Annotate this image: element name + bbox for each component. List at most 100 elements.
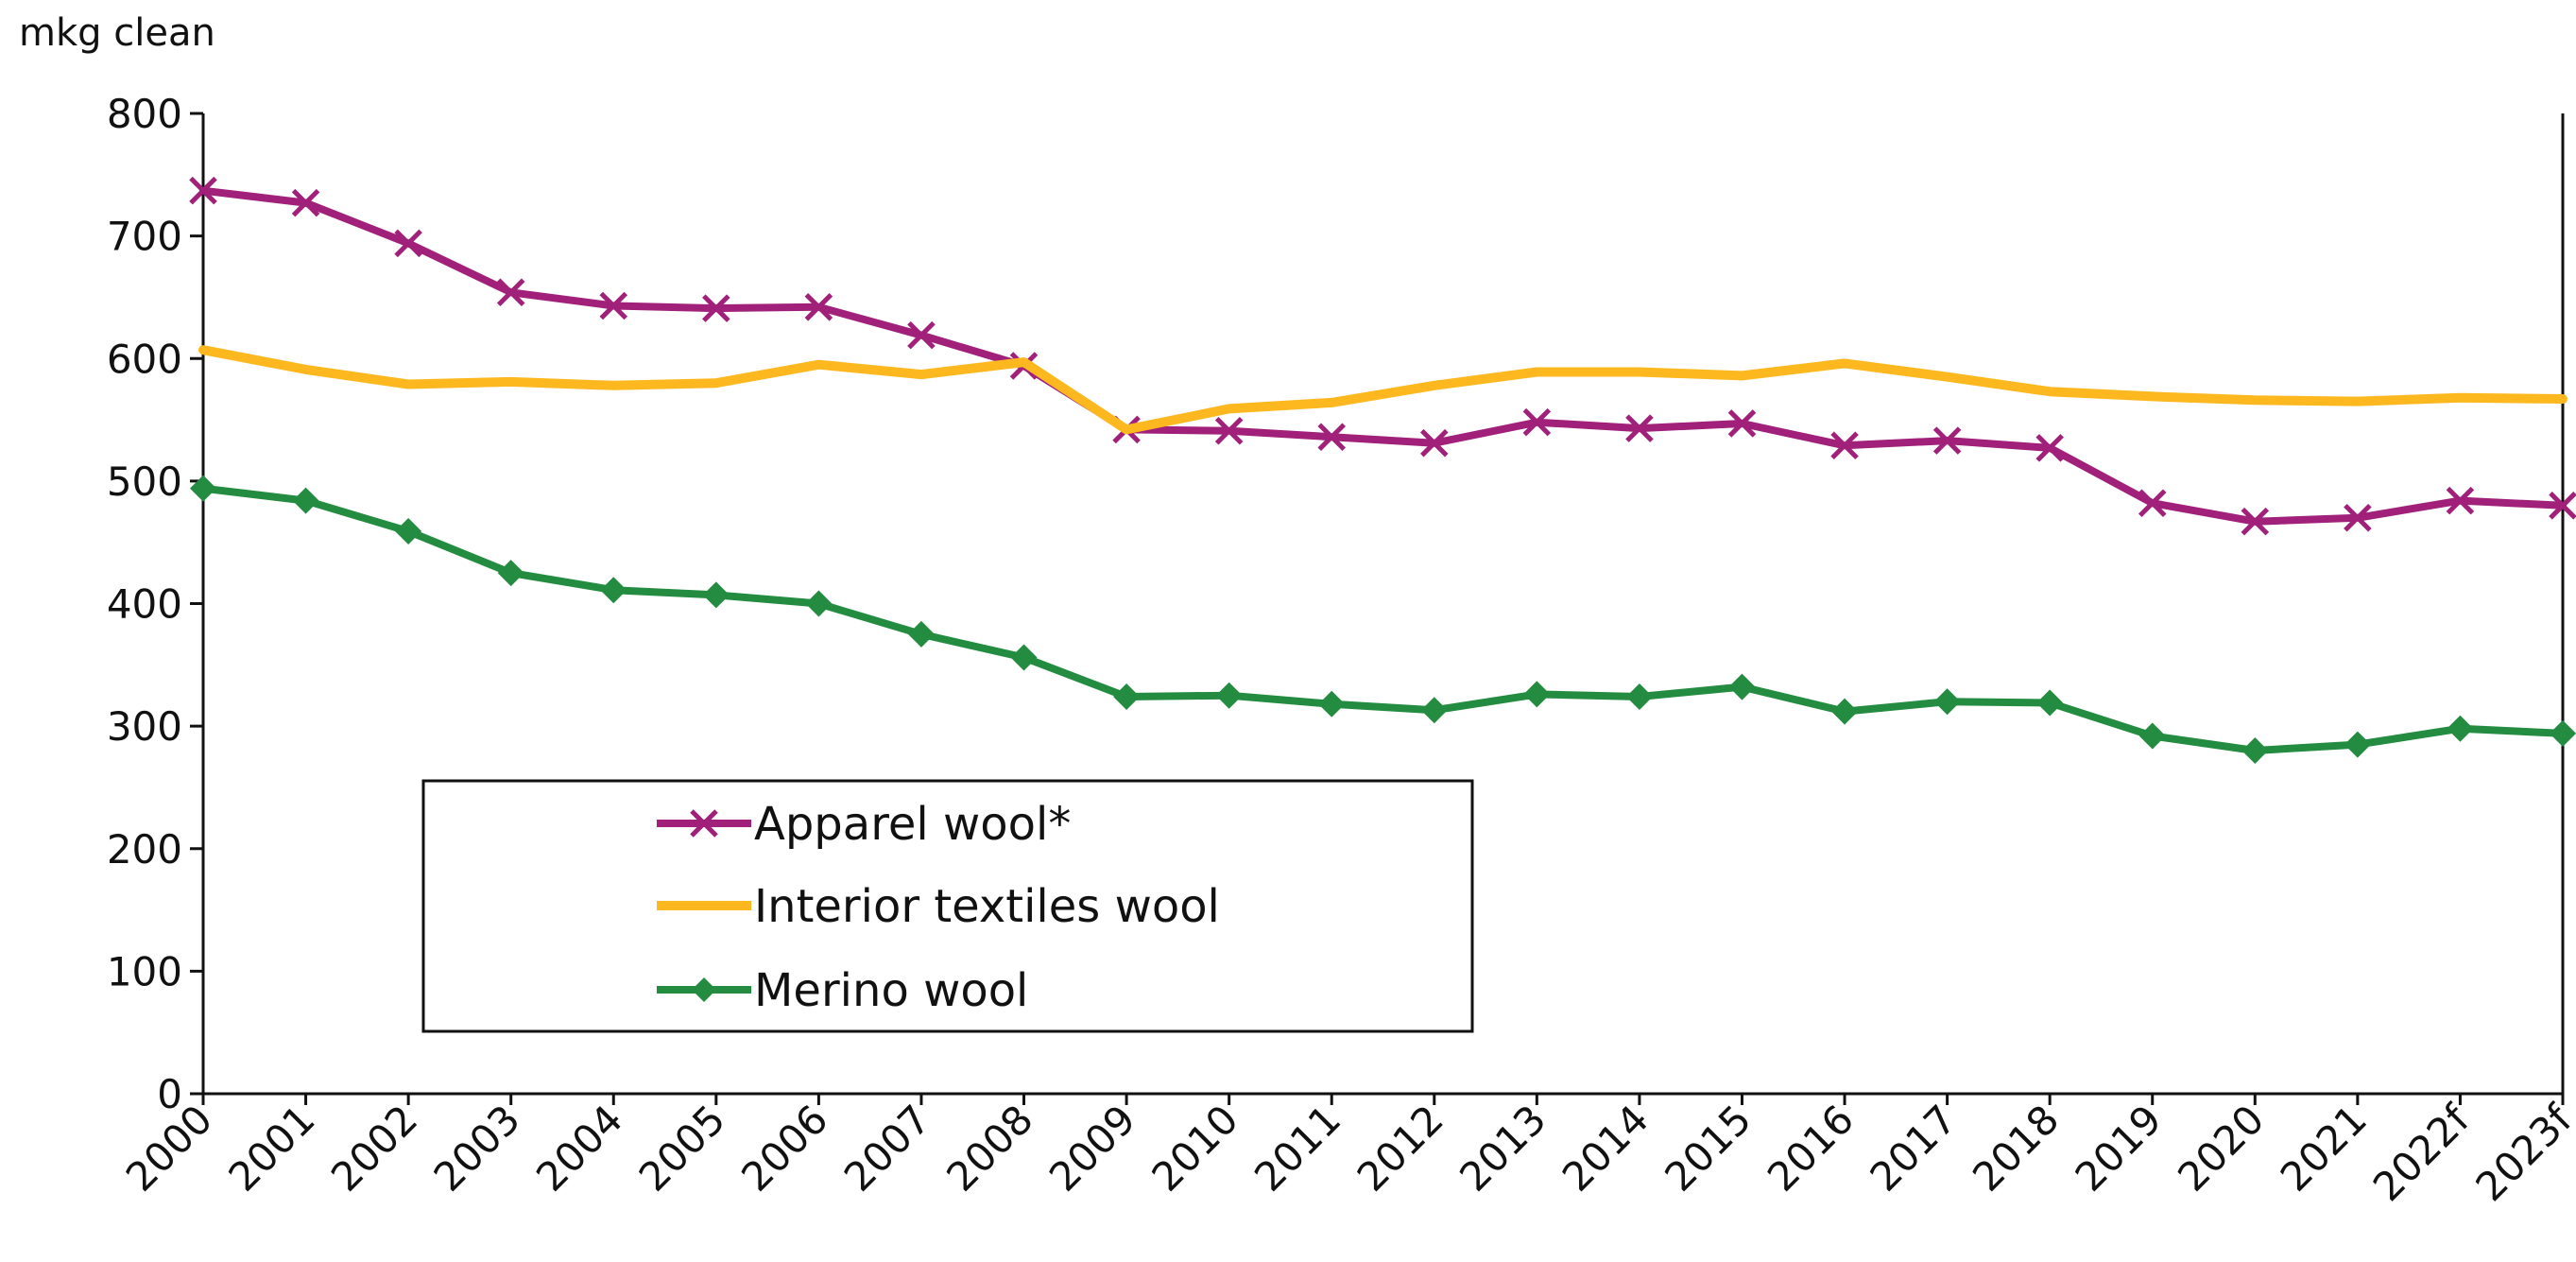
data-point (2344, 731, 2371, 758)
data-point (189, 176, 217, 205)
marker-stroke (189, 176, 217, 205)
data-point (1010, 644, 1038, 671)
data-point (1420, 697, 1448, 724)
x-tick-label: 2005 (630, 1096, 734, 1200)
data-point (2036, 689, 2064, 717)
x-tick-label: 2007 (835, 1096, 939, 1200)
legend-marker-apparel (690, 809, 718, 838)
data-point (496, 278, 525, 307)
data-point (805, 590, 833, 617)
marker-stroke (1420, 428, 1449, 458)
x-tick-label: 2020 (2169, 1096, 2273, 1200)
data-point (2344, 503, 2372, 532)
series-line-2 (199, 484, 2567, 754)
marker-stroke (1932, 426, 1962, 455)
x-tick-label: 2009 (1040, 1096, 1144, 1200)
data-point (1830, 431, 1859, 460)
marker-stroke (599, 291, 628, 320)
data-point (1317, 423, 1346, 451)
y-tick-label: 600 (107, 336, 182, 382)
data-point (907, 620, 935, 648)
marker-stroke (2035, 434, 2064, 462)
data-point (394, 229, 422, 258)
x-tick-label: 2011 (1245, 1096, 1349, 1200)
legend: Apparel wool* Interior textiles wool Mer… (421, 779, 1474, 1033)
data-point (600, 577, 627, 604)
legend-entry-interior: Interior textiles wool (657, 880, 1220, 933)
x-tick-label: 2018 (1964, 1096, 2068, 1200)
legend-label-merino: Merino wool (754, 964, 1028, 1017)
legend-box (421, 779, 1474, 1033)
legend-label-apparel: Apparel wool* (754, 798, 1071, 851)
data-point (702, 294, 730, 322)
marker-stroke (1522, 407, 1552, 437)
series-line-0 (199, 186, 2567, 526)
marker-stroke (1625, 414, 1654, 442)
marker-stroke (1214, 416, 1244, 445)
data-point (2138, 489, 2167, 517)
data-point (1933, 688, 1961, 716)
marker-stroke (1830, 431, 1859, 460)
plot-area (189, 176, 2576, 765)
y-tick-label: 200 (107, 826, 182, 873)
x-tick-label: 2004 (527, 1096, 631, 1200)
x-tick-label: 2003 (425, 1096, 529, 1200)
series-line-1 (198, 345, 2567, 435)
marker-stroke (496, 278, 525, 307)
y-tick-label: 500 (107, 458, 182, 505)
x-tick-label: 2010 (1142, 1096, 1246, 1200)
data-point (2446, 486, 2475, 515)
y-tick-label: 100 (107, 948, 182, 994)
marker-stroke (1317, 423, 1346, 451)
x-tick-label: 2014 (1554, 1096, 1657, 1200)
marker-stroke (291, 188, 320, 217)
data-point (2550, 719, 2576, 747)
data-point (1113, 683, 1141, 711)
marker-stroke (804, 293, 833, 321)
x-axis: 2000200120022003200420052006200720082009… (117, 1092, 2576, 1211)
x-tick-label: 2006 (732, 1096, 836, 1200)
data-point (1523, 681, 1551, 708)
marker-stroke (907, 320, 936, 350)
y-tick-label: 700 (107, 214, 182, 260)
data-point (1831, 698, 1859, 725)
x-tick-label: 2002 (322, 1096, 426, 1200)
data-point (1215, 682, 1243, 709)
y-axis-title: mkg clean (19, 11, 215, 55)
x-tick-label: 2022f (2364, 1096, 2480, 1211)
data-point (2447, 715, 2474, 742)
data-point (1728, 673, 1756, 700)
data-point (1318, 690, 1346, 717)
marker-stroke (702, 294, 730, 322)
data-point (599, 291, 628, 320)
legend-label-interior: Interior textiles wool (754, 880, 1220, 933)
x-tick-label: 2016 (1759, 1096, 1863, 1200)
x-tick-label: 2015 (1656, 1096, 1760, 1200)
data-point (1625, 414, 1654, 442)
x-tick-label: 2012 (1348, 1096, 1452, 1200)
x-tick-label: 2008 (937, 1096, 1041, 1200)
legend-entry-merino: Merino wool (657, 964, 1028, 1017)
marker-stroke (2549, 492, 2576, 520)
x-tick-label: 2019 (2067, 1096, 2171, 1200)
marker-stroke (394, 229, 422, 258)
data-point (291, 188, 320, 217)
data-point (2549, 492, 2576, 520)
y-tick-label: 0 (157, 1071, 182, 1117)
x-tick-label: 2001 (219, 1096, 323, 1200)
y-tick-label: 800 (107, 91, 182, 137)
data-point (2241, 507, 2270, 536)
data-point (1522, 407, 1552, 437)
y-tick-label: 400 (107, 581, 182, 628)
data-point (1625, 683, 1653, 711)
legend-marker-merino (692, 977, 716, 1002)
data-point (1214, 416, 1244, 445)
marker-stroke (1727, 409, 1757, 438)
data-point (702, 581, 730, 609)
x-tick-label: 2013 (1451, 1096, 1554, 1200)
x-tick-label: 2017 (1861, 1096, 1965, 1200)
legend-entry-apparel: Apparel wool* (657, 798, 1071, 851)
data-point (907, 320, 936, 350)
marker-stroke (2344, 503, 2372, 532)
data-point (2241, 737, 2269, 765)
